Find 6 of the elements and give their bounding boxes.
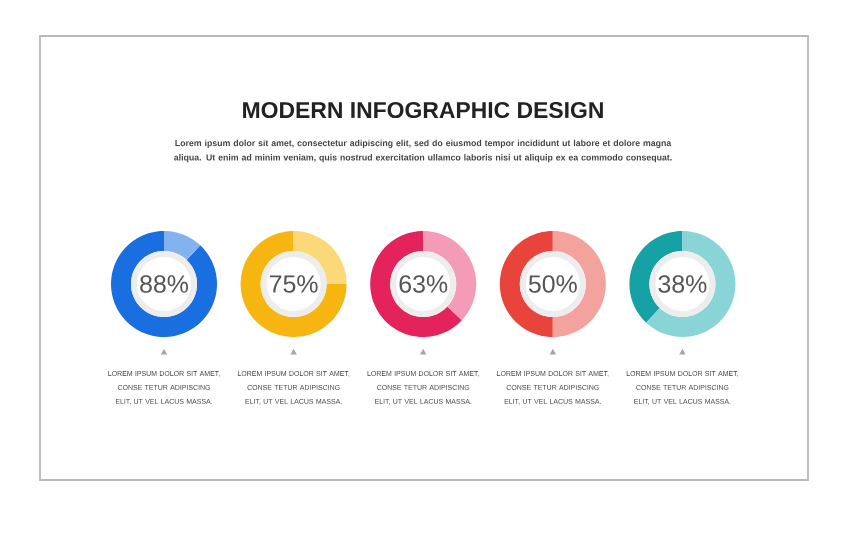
- text: 38%: [658, 275, 707, 293]
- text: MODERN INFOGRAPHIC DESIGN: [243, 101, 603, 119]
- text: 88%: [140, 275, 189, 293]
- text: 63%: [399, 275, 448, 293]
- text: 50%: [528, 275, 577, 293]
- text: 75%: [269, 275, 318, 293]
